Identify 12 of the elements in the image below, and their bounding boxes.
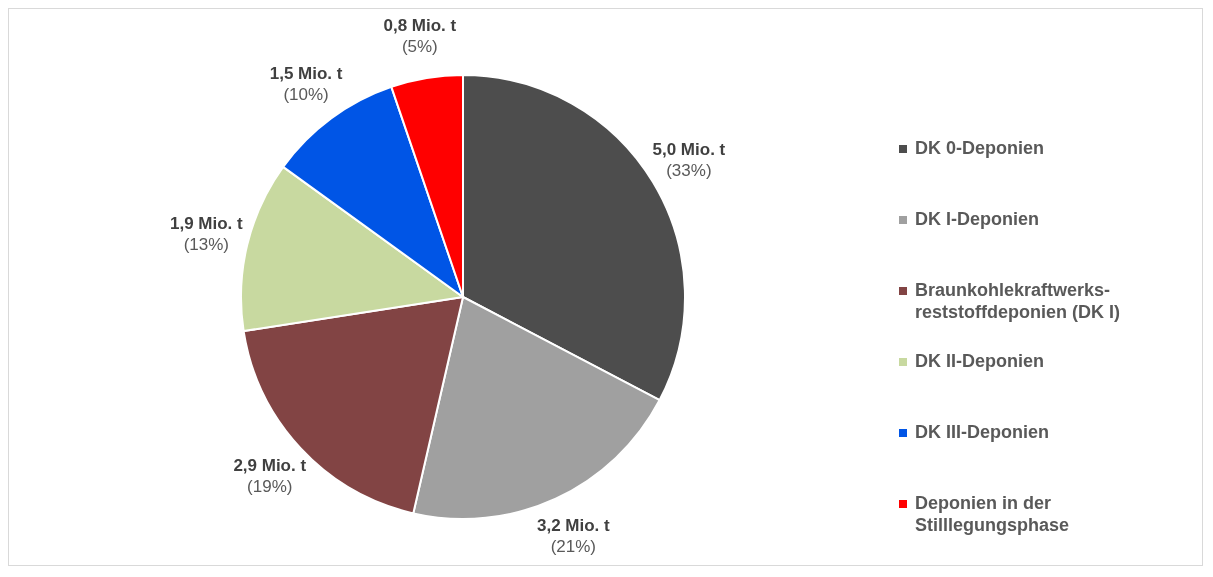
data-label: 0,8 Mio. t (5%) <box>383 15 457 56</box>
data-label: 1,9 Mio. t (13%) <box>169 214 244 255</box>
data-label: 3,2 Mio. t (21%) <box>536 516 611 557</box>
legend-label: DK III-Deponien <box>915 421 1050 443</box>
data-label: 2,9 Mio. t (19%) <box>233 456 307 497</box>
data-label: 1,5 Mio. t (10%) <box>269 63 343 104</box>
data-label: 5,0 Mio. t (33%) <box>652 139 726 180</box>
legend-label: Braunkohlekraftwerks-reststoffdeponien (DK I) <box>915 279 1121 323</box>
legend-label: DK I-Deponien <box>915 208 1040 230</box>
legend-label: DK 0-Deponien <box>915 137 1045 159</box>
legend-label: DK II-Deponien <box>915 350 1045 372</box>
legend-label: Deponien in der Stilllegungsphase <box>915 492 1071 536</box>
